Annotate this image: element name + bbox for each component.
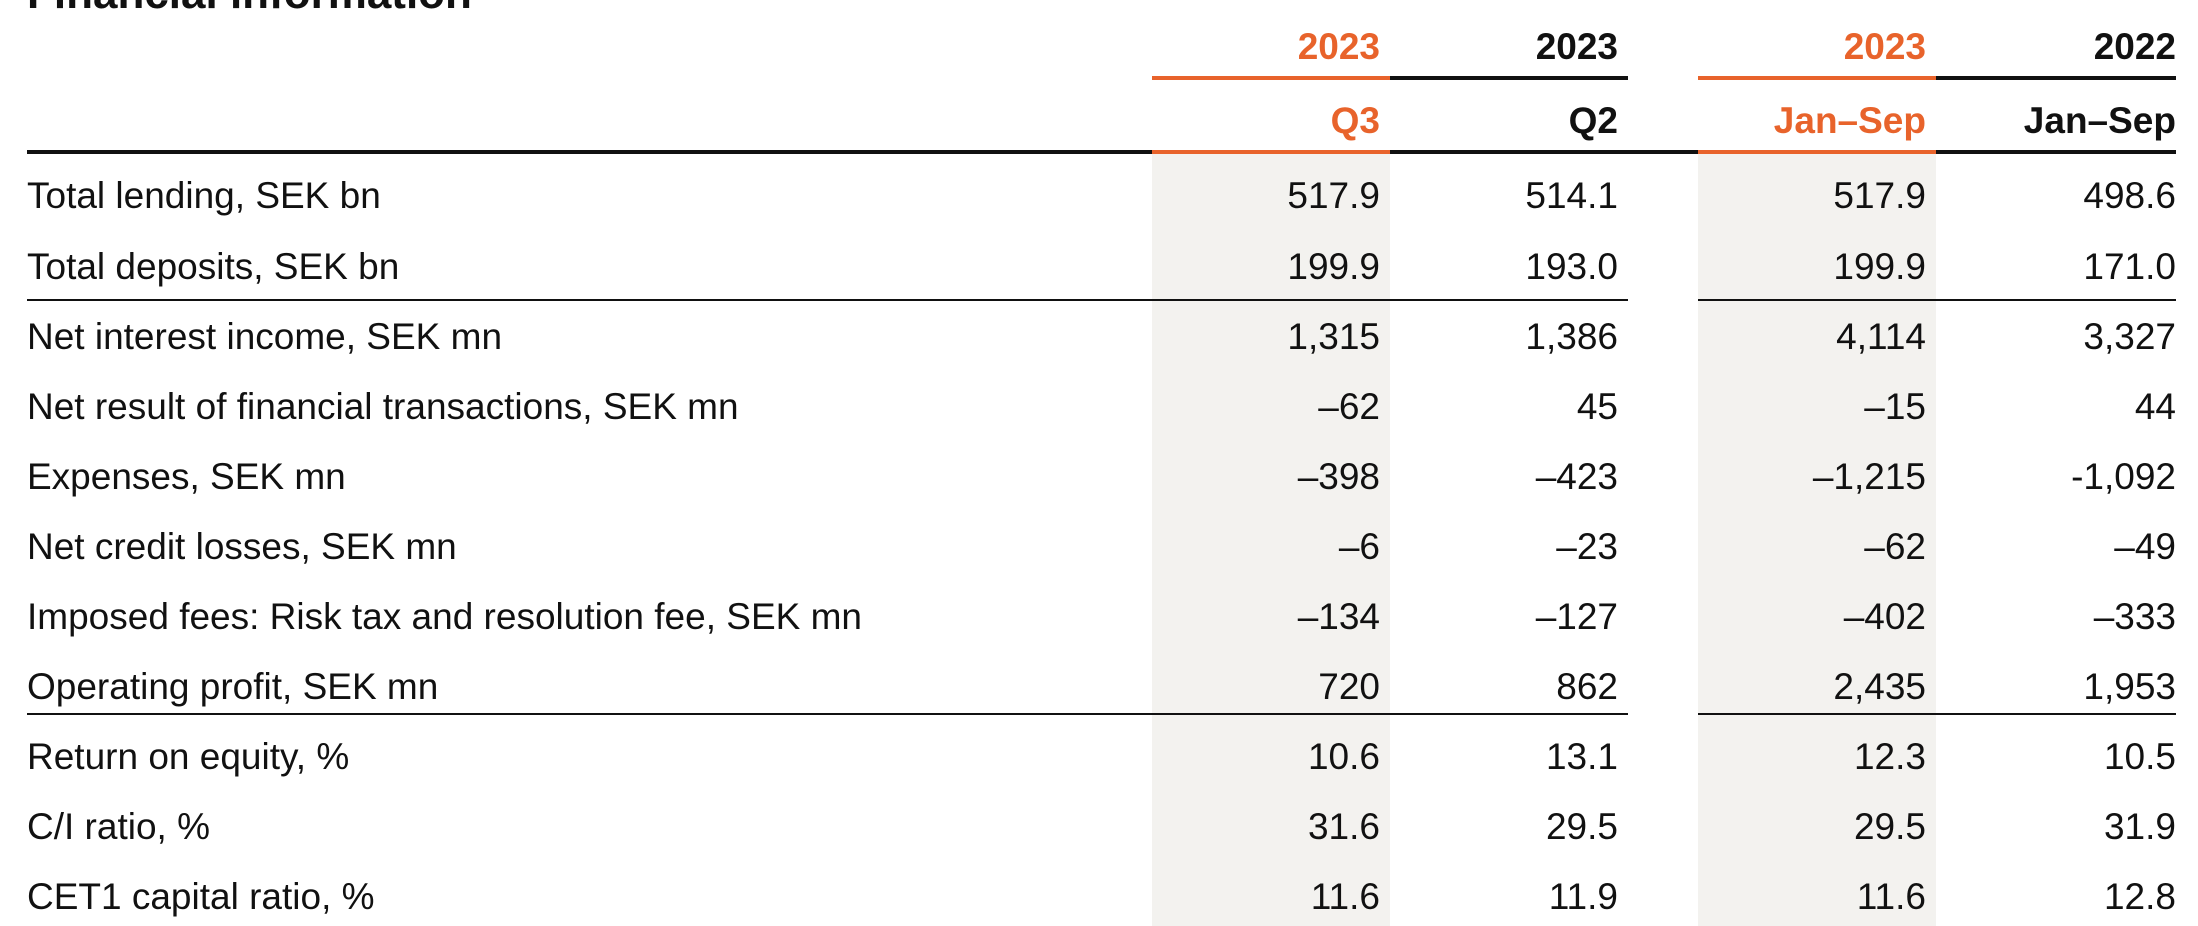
header-year-col-1: 2023 — [1297, 26, 1380, 67]
row-label: Net credit losses, SEK mn — [27, 526, 457, 567]
shade-q3-column — [1152, 154, 1390, 926]
cell-q3: 10.6 — [1307, 736, 1380, 777]
cell-jansep-2022: 31.9 — [2103, 806, 2176, 847]
cell-q3: 720 — [1318, 666, 1380, 707]
cell-q2: 514.1 — [1525, 175, 1618, 216]
cell-q2: 29.5 — [1545, 806, 1618, 847]
cell-jansep-2022: 171.0 — [2083, 246, 2176, 287]
year-rule-col-4 — [1936, 76, 2176, 80]
cell-jansep-2022: 44 — [2134, 386, 2176, 427]
cell-jansep-2023: 199.9 — [1833, 246, 1926, 287]
cell-jansep-2023: 4,114 — [1836, 316, 1926, 357]
cell-q2: –423 — [1535, 456, 1618, 497]
cell-jansep-2022: –333 — [2093, 596, 2176, 637]
row-label: C/I ratio, % — [27, 806, 210, 847]
header-rule-main — [27, 150, 2176, 154]
cell-jansep-2023: –62 — [1864, 526, 1926, 567]
cell-q2: 11.9 — [1548, 876, 1618, 917]
cell-jansep-2022: 1,953 — [2083, 666, 2176, 707]
divider-after-deposits-right — [1698, 299, 2176, 301]
divider-after-deposits-left — [27, 299, 1628, 301]
cell-q2: 13.1 — [1545, 736, 1618, 777]
year-rule-col-2 — [1390, 76, 1628, 80]
cell-q3: 31.6 — [1307, 806, 1380, 847]
cell-jansep-2022: 3,327 — [2083, 316, 2176, 357]
row-label: Operating profit, SEK mn — [27, 666, 439, 707]
row-label: Imposed fees: Risk tax and resolution fe… — [27, 596, 862, 637]
cell-q3: –134 — [1297, 596, 1380, 637]
year-rule-col-3 — [1698, 76, 1936, 80]
cell-jansep-2022: –49 — [2114, 526, 2176, 567]
header-period-col-2: Q2 — [1568, 100, 1618, 141]
header-rule-accent-q3 — [1152, 150, 1390, 154]
header-year-col-3: 2023 — [1843, 26, 1926, 67]
cell-jansep-2023: 517.9 — [1833, 175, 1926, 216]
cell-jansep-2022: -1,092 — [2071, 456, 2176, 497]
cell-q3: –6 — [1338, 526, 1380, 567]
cell-jansep-2023: 2,435 — [1833, 666, 1926, 707]
cell-jansep-2023: 12.3 — [1853, 736, 1926, 777]
row-label: Return on equity, % — [27, 736, 350, 777]
row-label: Total lending, SEK bn — [27, 175, 381, 216]
header-rule-accent-jansep — [1698, 150, 1936, 154]
cell-jansep-2022: 12.8 — [2103, 876, 2176, 917]
row-label: Expenses, SEK mn — [27, 456, 346, 497]
cell-q3: 11.6 — [1310, 876, 1380, 917]
row-label: Net result of financial transactions, SE… — [27, 386, 739, 427]
cell-jansep-2022: 10.5 — [2103, 736, 2176, 777]
cell-jansep-2023: –1,215 — [1812, 456, 1926, 497]
cell-q2: 45 — [1576, 386, 1618, 427]
row-label: CET1 capital ratio, % — [27, 876, 375, 917]
cell-q2: 1,386 — [1525, 316, 1618, 357]
cell-q3: 1,315 — [1287, 316, 1380, 357]
section-title: Financial information — [27, 0, 472, 19]
cell-q2: –127 — [1535, 596, 1618, 637]
divider-after-operating-right — [1698, 713, 2176, 715]
divider-after-operating-left — [27, 713, 1628, 715]
header-period-col-3: Jan–Sep — [1773, 100, 1926, 141]
header-period-col-4: Jan–Sep — [2023, 100, 2176, 141]
header-year-col-4: 2022 — [2093, 26, 2176, 67]
cell-q2: 193.0 — [1525, 246, 1618, 287]
year-rule-col-1 — [1152, 76, 1390, 80]
cell-q2: –23 — [1556, 526, 1618, 567]
cell-q3: –62 — [1318, 386, 1380, 427]
cell-jansep-2022: 498.6 — [2083, 175, 2176, 216]
cell-jansep-2023: –15 — [1864, 386, 1926, 427]
header-period-col-1: Q3 — [1330, 100, 1380, 141]
shade-jansep-2023-column — [1698, 154, 1936, 926]
header-year-col-2: 2023 — [1535, 26, 1618, 67]
row-label: Total deposits, SEK bn — [27, 246, 400, 287]
row-label: Net interest income, SEK mn — [27, 316, 503, 357]
cell-q3: 517.9 — [1287, 175, 1380, 216]
cell-jansep-2023: –402 — [1843, 596, 1926, 637]
cell-jansep-2023: 29.5 — [1853, 806, 1926, 847]
cell-jansep-2023: 11.6 — [1856, 876, 1926, 917]
cell-q3: 199.9 — [1287, 246, 1380, 287]
cell-q2: 862 — [1556, 666, 1618, 707]
cell-q3: –398 — [1297, 456, 1380, 497]
